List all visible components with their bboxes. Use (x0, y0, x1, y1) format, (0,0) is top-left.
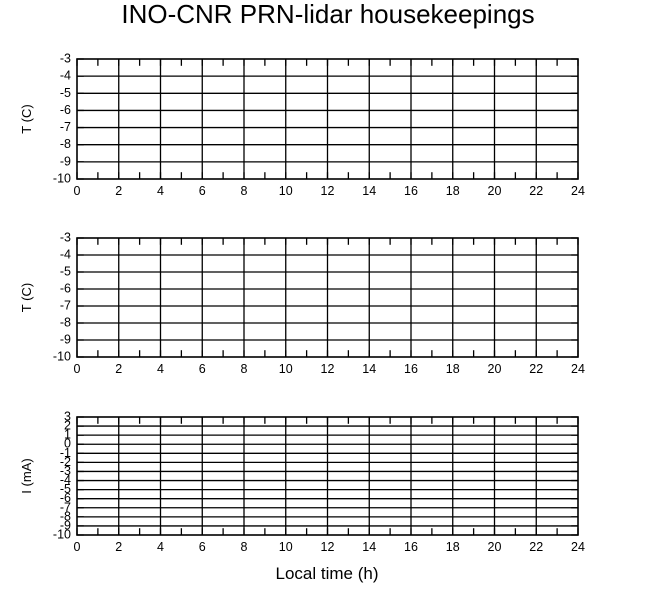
svg-text:16: 16 (404, 362, 418, 376)
svg-text:3: 3 (64, 410, 71, 424)
svg-text:-4: -4 (60, 69, 71, 83)
svg-text:0: 0 (74, 362, 81, 376)
svg-text:8: 8 (241, 184, 248, 198)
svg-text:14: 14 (362, 362, 376, 376)
svg-text:4: 4 (157, 540, 164, 554)
svg-text:24: 24 (571, 362, 585, 376)
svg-text:22: 22 (529, 184, 543, 198)
svg-text:22: 22 (529, 540, 543, 554)
svg-text:10: 10 (279, 540, 293, 554)
svg-text:-10: -10 (53, 350, 71, 364)
svg-text:18: 18 (446, 362, 460, 376)
svg-text:4: 4 (157, 362, 164, 376)
svg-text:6: 6 (199, 540, 206, 554)
svg-text:-10: -10 (53, 172, 71, 186)
svg-text:12: 12 (321, 540, 335, 554)
svg-text:22: 22 (529, 362, 543, 376)
svg-text:-6: -6 (60, 103, 71, 117)
svg-text:12: 12 (321, 184, 335, 198)
svg-text:18: 18 (446, 184, 460, 198)
svg-text:-8: -8 (60, 137, 71, 151)
svg-text:8: 8 (241, 362, 248, 376)
svg-text:0: 0 (74, 540, 81, 554)
svg-text:24: 24 (571, 184, 585, 198)
svg-text:-9: -9 (60, 333, 71, 347)
svg-text:T (C): T (C) (19, 283, 34, 312)
svg-text:6: 6 (199, 184, 206, 198)
svg-text:-8: -8 (60, 316, 71, 330)
svg-text:24: 24 (571, 540, 585, 554)
svg-text:-6: -6 (60, 282, 71, 296)
svg-text:-9: -9 (60, 154, 71, 168)
svg-text:16: 16 (404, 540, 418, 554)
svg-text:INO-CNR PRN-lidar housekeeping: INO-CNR PRN-lidar housekeepings (121, 0, 534, 29)
svg-text:10: 10 (279, 362, 293, 376)
svg-text:4: 4 (157, 184, 164, 198)
svg-text:8: 8 (241, 540, 248, 554)
svg-text:-3: -3 (60, 52, 71, 66)
svg-text:Local time (h): Local time (h) (276, 564, 379, 583)
svg-text:-5: -5 (60, 265, 71, 279)
svg-text:0: 0 (74, 184, 81, 198)
svg-text:T (C): T (C) (19, 104, 34, 133)
svg-text:10: 10 (279, 184, 293, 198)
svg-text:2: 2 (115, 362, 122, 376)
svg-text:I (mA): I (mA) (19, 458, 34, 493)
svg-text:20: 20 (488, 184, 502, 198)
svg-text:-7: -7 (60, 299, 71, 313)
svg-text:2: 2 (115, 184, 122, 198)
svg-text:-4: -4 (60, 248, 71, 262)
svg-text:2: 2 (115, 540, 122, 554)
svg-text:-5: -5 (60, 86, 71, 100)
svg-text:-3: -3 (60, 231, 71, 245)
svg-text:16: 16 (404, 184, 418, 198)
svg-text:20: 20 (488, 540, 502, 554)
svg-text:20: 20 (488, 362, 502, 376)
svg-text:14: 14 (362, 540, 376, 554)
svg-text:6: 6 (199, 362, 206, 376)
svg-text:-7: -7 (60, 120, 71, 134)
svg-text:14: 14 (362, 184, 376, 198)
svg-text:12: 12 (321, 362, 335, 376)
svg-text:18: 18 (446, 540, 460, 554)
